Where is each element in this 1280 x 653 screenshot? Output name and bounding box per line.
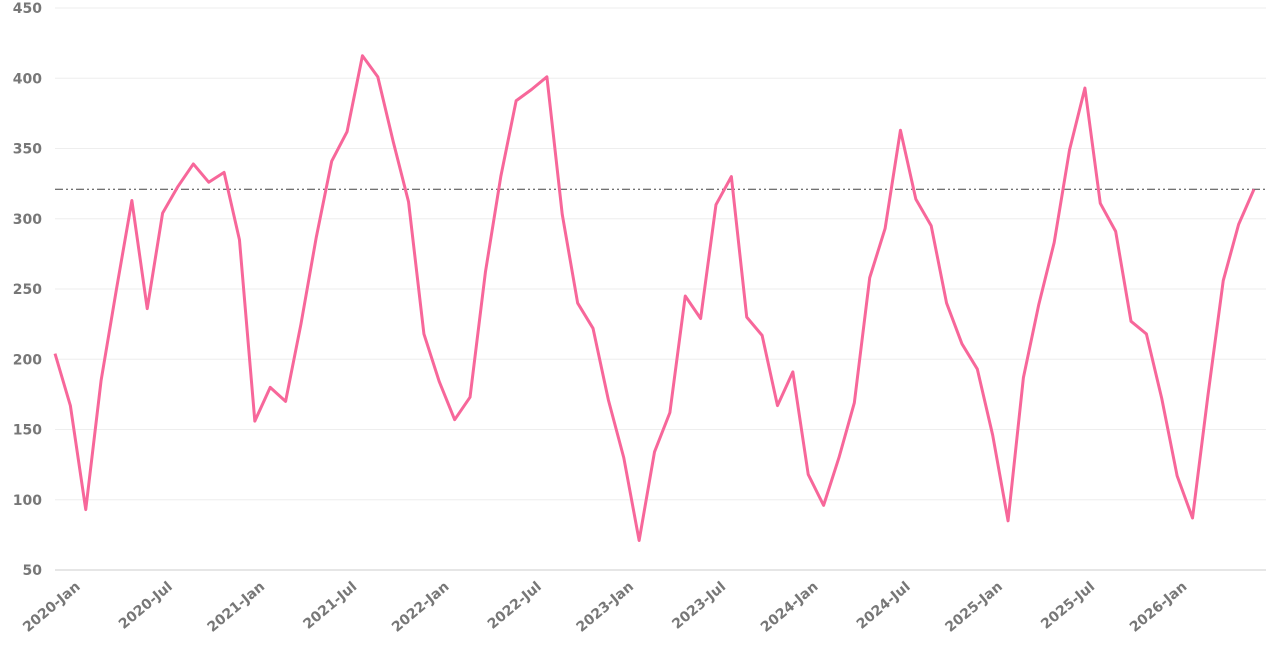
x-tick-label: 2020-Jul bbox=[116, 579, 176, 633]
x-tick-label: 2024-Jul bbox=[854, 579, 914, 633]
x-tick-label: 2021-Jan bbox=[205, 579, 268, 636]
y-tick-label: 200 bbox=[13, 352, 42, 368]
y-tick-label: 450 bbox=[13, 1, 42, 17]
x-tick-label: 2021-Jul bbox=[300, 579, 360, 633]
x-tick-label: 2023-Jan bbox=[574, 579, 637, 636]
x-tick-label: 2025-Jul bbox=[1038, 579, 1098, 633]
x-tick-label: 2023-Jul bbox=[669, 579, 729, 633]
x-tick-label: 2022-Jan bbox=[389, 579, 452, 636]
y-tick-label: 150 bbox=[13, 423, 42, 439]
x-tick-label: 2024-Jan bbox=[758, 579, 821, 636]
x-tick-label: 2026-Jan bbox=[1127, 579, 1190, 636]
y-tick-label: 250 bbox=[13, 282, 42, 298]
y-tick-label: 300 bbox=[13, 212, 42, 228]
data-line bbox=[53, 54, 1256, 542]
y-tick-label: 400 bbox=[13, 71, 42, 87]
y-tick-label: 50 bbox=[23, 563, 43, 579]
x-tick-label: 2020-Jan bbox=[20, 579, 83, 636]
x-tick-label: 2022-Jul bbox=[485, 579, 545, 633]
y-tick-label: 350 bbox=[13, 142, 42, 158]
x-tick-label: 2025-Jan bbox=[942, 579, 1005, 636]
y-tick-label: 100 bbox=[13, 493, 42, 509]
